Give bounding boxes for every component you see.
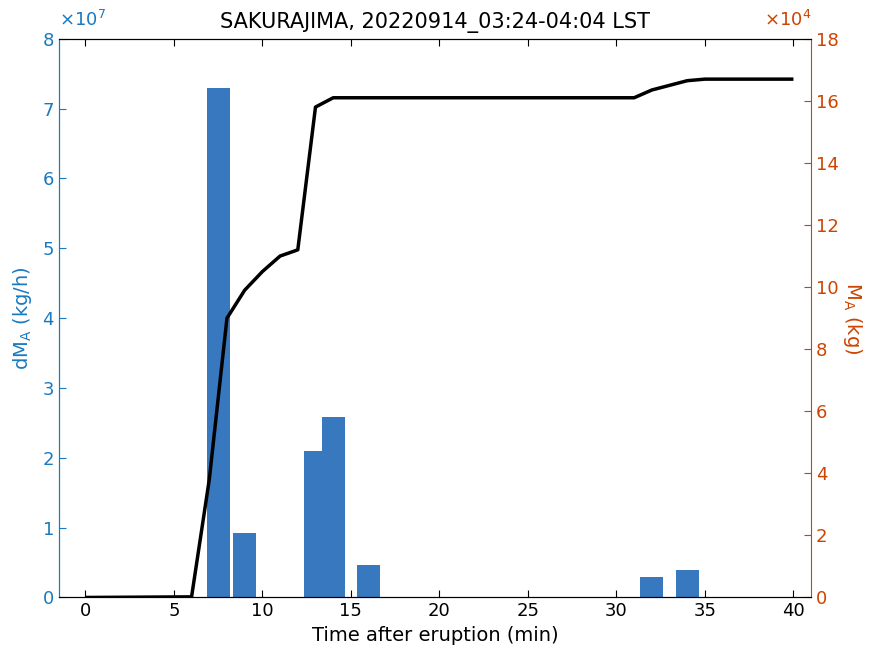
Bar	[676, 569, 699, 598]
Bar	[233, 533, 256, 598]
Title: SAKURAJIMA, 20220914_03:24-04:04 LST: SAKURAJIMA, 20220914_03:24-04:04 LST	[220, 12, 650, 33]
Bar	[322, 417, 345, 598]
X-axis label: Time after eruption (min): Time after eruption (min)	[312, 626, 558, 645]
Bar	[640, 577, 663, 598]
Bar	[304, 451, 327, 598]
Y-axis label: $\mathrm{M_A}$ (kg): $\mathrm{M_A}$ (kg)	[841, 282, 864, 354]
Bar	[357, 565, 380, 598]
Bar	[206, 88, 229, 598]
Text: $\times10^4$: $\times10^4$	[764, 10, 811, 30]
Text: $\times10^7$: $\times10^7$	[59, 10, 106, 30]
Y-axis label: $\mathrm{dM_A}$ (kg/h): $\mathrm{dM_A}$ (kg/h)	[11, 266, 34, 370]
